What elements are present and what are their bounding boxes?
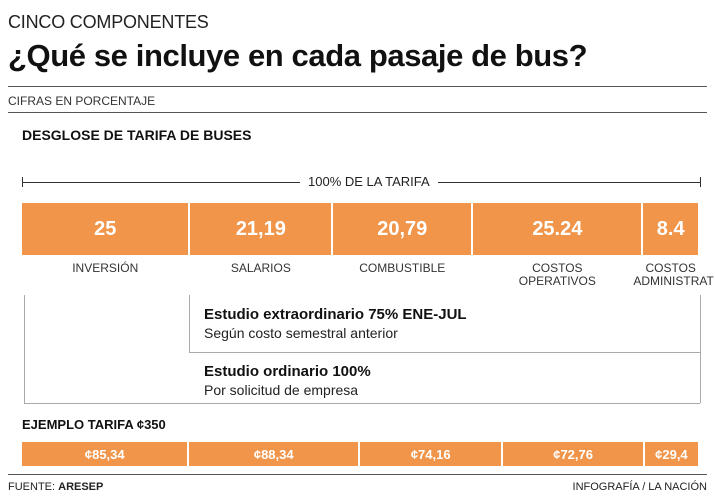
example-title: EJEMPLO TARIFA ¢350: [22, 417, 166, 432]
category-label: INVERSIÓN: [72, 261, 139, 275]
category-label: SALARIOS: [230, 261, 291, 275]
footer-credit: INFOGRAFÍA / LA NACIÓN: [572, 481, 707, 493]
example-segment: ¢29,4: [644, 442, 698, 466]
title-rule: [8, 86, 707, 87]
category-label: COMBUSTIBLE: [359, 261, 446, 275]
extraordinary-bracket-left: [189, 295, 190, 352]
ordinary-bracket-bottom: [24, 403, 700, 404]
extraordinary-study-title: Estudio extraordinario 75% ENE-JUL: [204, 306, 467, 323]
example-segment: ¢72,76: [503, 442, 643, 466]
source-name: ARESEP: [58, 481, 104, 493]
example-segment: ¢88,34: [189, 442, 358, 466]
example-segment: ¢74,16: [359, 442, 502, 466]
bar-segment: 25.24: [473, 203, 642, 255]
bar-segment: 21,19: [190, 203, 332, 255]
footer-rule: [8, 474, 707, 475]
ordinary-bracket-left: [24, 295, 25, 403]
ordinary-bracket-right: [700, 352, 701, 403]
section-title: DESGLOSE DE TARIFA DE BUSES: [22, 127, 252, 143]
category-label: COSTOS ADMINISTRATIVOS: [633, 261, 715, 288]
bar-segment: 20,79: [333, 203, 472, 255]
extraordinary-study-subtitle: Según costo semestral anterior: [204, 325, 398, 341]
page-title: ¿Qué se incluye en cada pasaje de bus?: [8, 38, 588, 73]
extraordinary-bracket-bottom: [189, 352, 700, 353]
example-segment: ¢85,34: [22, 442, 188, 466]
ordinary-study-title: Estudio ordinario 100%: [204, 363, 371, 380]
unit-rule: [8, 112, 707, 113]
source-label: FUENTE:: [8, 481, 56, 493]
range-label: 100% DE LA TARIFA: [300, 174, 438, 189]
unit-note: CIFRAS EN PORCENTAJE: [8, 94, 156, 108]
extraordinary-bracket-right: [700, 295, 701, 352]
ordinary-study-subtitle: Por solicitud de empresa: [204, 382, 359, 398]
bar-segment: 25: [22, 203, 189, 255]
kicker: CINCO COMPONENTES: [8, 12, 209, 32]
range-tick-right: [700, 177, 701, 187]
category-label: COSTOS OPERATIVOS: [518, 261, 596, 288]
range-tick-left: [22, 177, 23, 187]
footer-source: FUENTE: ARESEP: [8, 481, 103, 493]
bar-segment: 8.4: [643, 203, 698, 255]
